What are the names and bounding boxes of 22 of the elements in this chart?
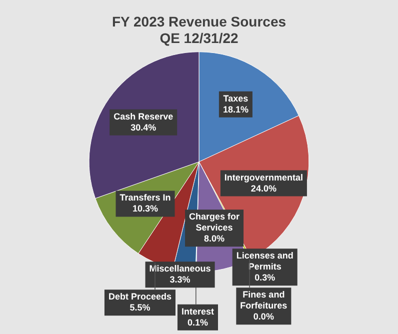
slice-label: Interest <box>181 306 214 316</box>
data-label: 30.4% <box>130 122 156 132</box>
slice-label: Debt Proceeds <box>108 292 172 302</box>
slice-label: Miscellaneous <box>149 264 211 274</box>
data-label: 3.3% <box>170 274 190 285</box>
data-label: 18.1% <box>222 104 248 114</box>
data-label: 10.3% <box>132 204 158 214</box>
chart-title: FY 2023 Revenue Sources <box>112 13 286 30</box>
data-label: 8.0% <box>204 234 225 244</box>
data-label: 0.1% <box>187 317 208 328</box>
slice-label: Transfers In <box>120 192 171 203</box>
text: 0.0% <box>253 312 274 322</box>
slice-label: Intergovernmental <box>224 172 303 182</box>
data-label: 0.3% <box>254 272 276 283</box>
chart-subtitle: QE 12/31/22 <box>160 30 239 46</box>
slice-label: Cash Reserve <box>114 111 174 122</box>
slice-label: Taxes <box>223 93 248 104</box>
data-label: 24.0% <box>250 183 276 194</box>
slice-label: Licenses and Permits <box>236 250 294 272</box>
data-label: 5.5% <box>130 302 150 313</box>
slice-label: Charges for Services <box>189 212 240 233</box>
category-label: Fines and Forfeitures <box>240 290 288 311</box>
